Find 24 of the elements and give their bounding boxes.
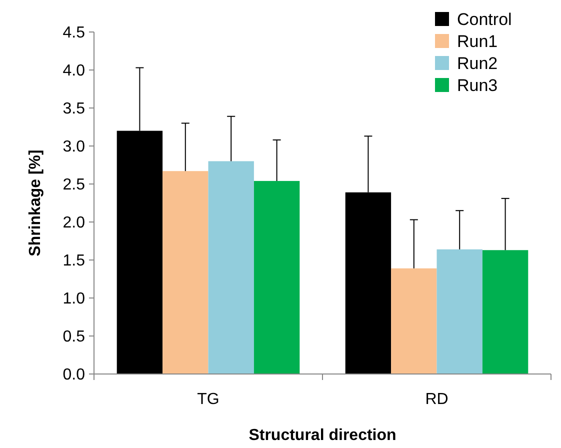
y-tick-label: 3.0: [62, 138, 86, 156]
y-tick-label: 4.5: [62, 24, 86, 42]
y-axis-title: Shrinkage [%]: [27, 150, 44, 256]
x-axis-title: Structural direction: [248, 427, 396, 444]
y-tick-label: 1.0: [62, 290, 86, 308]
y-tick-label: 0.5: [62, 328, 86, 346]
x-tick-label: TG: [197, 391, 220, 408]
legend-label: Run3: [457, 76, 498, 95]
x-tick-label: RD: [425, 391, 448, 408]
bar: [162, 171, 208, 374]
y-tick-label: 3.5: [62, 100, 86, 118]
bar: [208, 161, 254, 374]
legend-label: Run1: [457, 32, 498, 51]
y-tick-label: 0.0: [62, 366, 86, 384]
bar: [482, 250, 528, 374]
bar: [436, 249, 482, 374]
bar: [254, 180, 300, 374]
legend-label: Run2: [457, 54, 498, 73]
bar: [391, 268, 437, 374]
y-tick-label: 2.5: [62, 176, 86, 194]
y-tick-label: 2.0: [62, 214, 86, 232]
legend-label: Control: [457, 10, 512, 29]
y-tick-label: 4.0: [62, 62, 86, 80]
y-tick-label: 1.5: [62, 252, 86, 270]
